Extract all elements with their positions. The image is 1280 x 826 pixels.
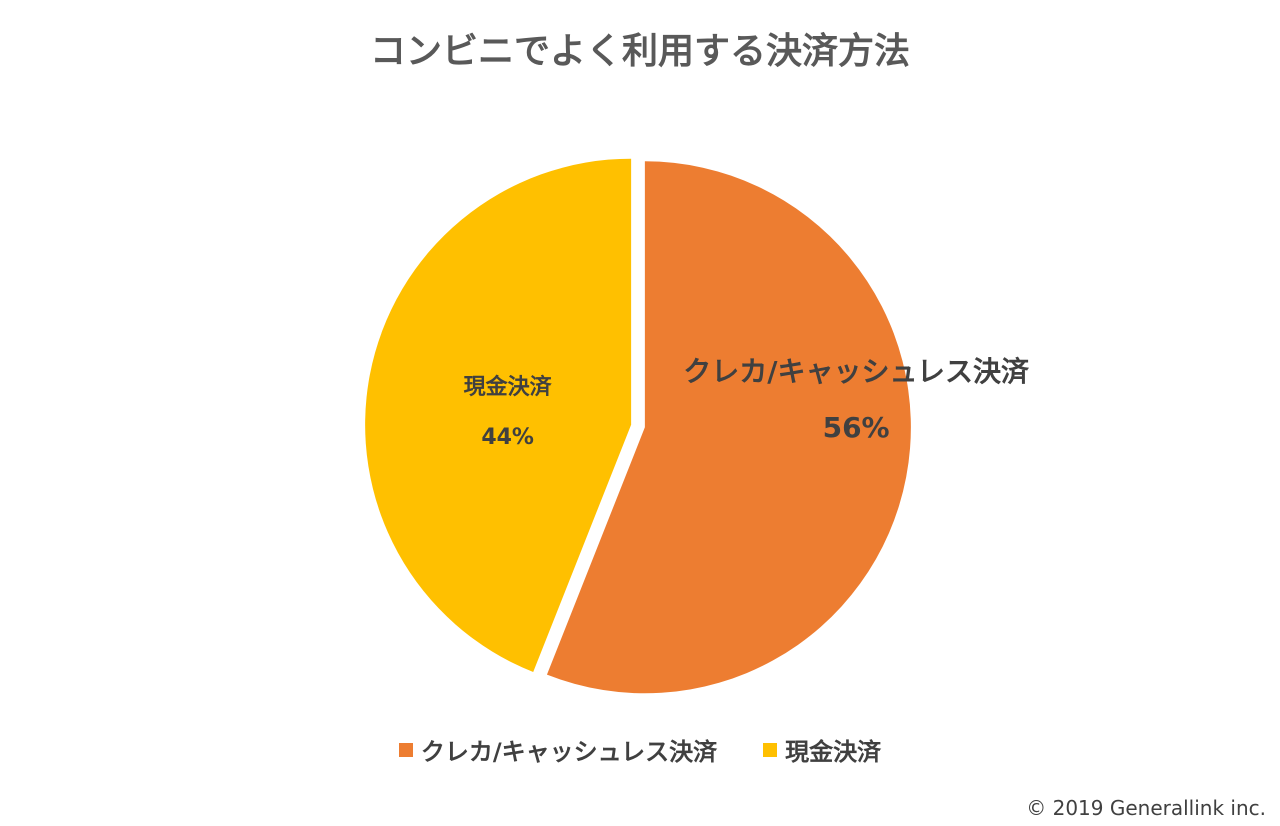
pie-slice-cashless xyxy=(546,161,911,694)
slice-value-cash: 44% xyxy=(481,425,534,450)
chart-title: コンビニでよく利用する決済方法 xyxy=(369,31,910,72)
legend-item-cashless: クレカ/キャッシュレス決済 xyxy=(398,732,718,767)
legend: クレカ/キャッシュレス決済 現金決済 xyxy=(0,732,1280,767)
copyright-notice: © 2019 Generallink inc. xyxy=(1026,796,1266,820)
slice-value-cashless: 56% xyxy=(823,411,890,444)
legend-item-cash: 現金決済 xyxy=(763,732,881,767)
pie-slice-cash xyxy=(365,158,632,673)
slice-label-cashless: クレカ/キャッシュレス決済 xyxy=(683,355,1030,388)
legend-swatch-cash xyxy=(763,742,778,757)
legend-swatch-cashless xyxy=(398,742,413,757)
slice-label-cash: 現金決済 xyxy=(464,374,553,400)
legend-label-cashless: クレカ/キャッシュレス決済 xyxy=(420,738,718,766)
legend-label-cash: 現金決済 xyxy=(785,738,882,766)
